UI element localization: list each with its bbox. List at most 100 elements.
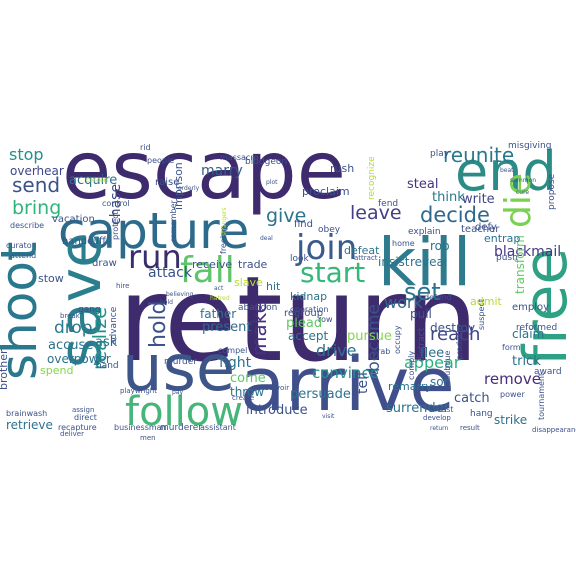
cloud-word: misgiving [508,141,551,151]
cloud-word: son [430,375,451,389]
cloud-word: tell [355,372,371,394]
cloud-word: look [290,254,310,264]
cloud-word: imprison [172,162,185,210]
cloud-word: producer [455,323,464,360]
cloud-word: drive [316,341,357,360]
cloud-word: summon [510,177,536,184]
cloud-word: murderer [160,423,202,433]
cloud-word: regroup [284,308,323,319]
cloud-word: convince [312,364,379,382]
cloud-word: distract [417,327,427,362]
cloud-word: drop [54,318,93,338]
cloud-word: assistant [200,423,236,432]
cloud-word: defeat [344,244,380,257]
cloud-word: overpower [47,352,111,366]
cloud-word: brainwash [6,409,47,418]
cloud-word: hang [470,409,493,419]
cloud-word: concert [86,177,109,184]
cloud-word: describe [10,221,44,230]
cloud-word: massacre [220,153,258,162]
cloud-word: orderly [178,185,200,192]
cloud-word: protect [111,211,120,240]
cloud-word: rush [330,162,354,175]
cloud-word: decide [420,203,490,227]
cloud-word: form [502,343,521,352]
cloud-word: disappearance [532,426,576,434]
cloud-word: teacher [461,224,500,235]
cloud-word: gang [78,305,101,315]
cloud-word: save [46,232,114,368]
cloud-word: subdue [443,351,452,380]
cloud-word: arrive [240,342,455,428]
cloud-word: realize [89,307,111,370]
cloud-word: believing [166,291,194,298]
cloud-word: insist [378,255,410,269]
cloud-word: pay [172,389,183,396]
cloud-word: play [430,149,450,159]
cloud-word: slave [234,276,263,289]
cloud-word: award [534,367,562,377]
cloud-word: bring [12,197,61,219]
cloud-word: remove [484,370,541,388]
cloud-word: hatred [210,295,230,302]
cloud-word: reformed [516,323,557,333]
cloud-word: start [300,256,365,289]
cloud-word: grab [372,347,390,356]
cloud-word: rob [430,239,450,253]
cloud-word: stop [9,145,44,164]
cloud-word: pull [410,307,432,321]
cloud-word: attend [10,251,36,260]
cloud-word: tournament [537,373,546,420]
cloud-word: curator [6,241,36,250]
cloud-word: suspect [477,299,486,330]
cloud-word: father [200,307,236,321]
cloud-word: develop [423,414,451,422]
cloud-word: shoot [0,241,48,380]
cloud-word: follow [125,389,243,435]
cloud-word: give [266,205,306,227]
cloud-word: fight [219,355,252,371]
cloud-word: advance [109,306,119,345]
cloud-word: trick [512,354,541,369]
cloud-word: destroy [430,321,475,335]
cloud-word: strangers [221,207,228,236]
cloud-word: strike [494,413,527,427]
cloud-word: kill [378,224,471,301]
cloud-word: plead [286,316,322,331]
cloud-word: remarry [388,380,432,393]
cloud-word: obey [318,225,341,235]
cloud-word: trade [238,258,268,271]
cloud-word: result [460,424,480,432]
cloud-word: bludgeon [245,157,287,167]
cloud-word: hit [266,280,281,293]
cloud-word: hold [160,299,173,306]
cloud-word: murder [164,357,197,367]
cloud-word: push [496,253,518,263]
cloud-word: transform [513,235,527,294]
cloud-word: come [230,371,266,386]
cloud-word: beat [500,167,514,174]
cloud-word: reveal [410,255,447,269]
cloud-word: send [12,173,60,197]
cloud-word: join [295,228,357,268]
cloud-word: fend [378,199,398,209]
cloud-word: defend [424,293,452,302]
cloud-word: appear [404,353,461,372]
cloud-word: blackmail [494,244,561,260]
cloud-word: hire [116,282,129,290]
cloud-word: end [455,140,557,203]
cloud-word: reunite [443,143,514,167]
cloud-word: fall [180,250,235,291]
cloud-word: return [118,250,479,388]
cloud-word: freeing [219,226,228,254]
cloud-word: receive [192,258,232,271]
cloud-word: raise [155,177,179,188]
cloud-word: die [498,173,539,228]
cloud-word: power [500,390,525,399]
cloud-word: playwright [120,387,157,395]
cloud-word: acquire [69,173,117,188]
cloud-word: cure [516,189,529,196]
cloud-word: handcuff [62,236,107,247]
